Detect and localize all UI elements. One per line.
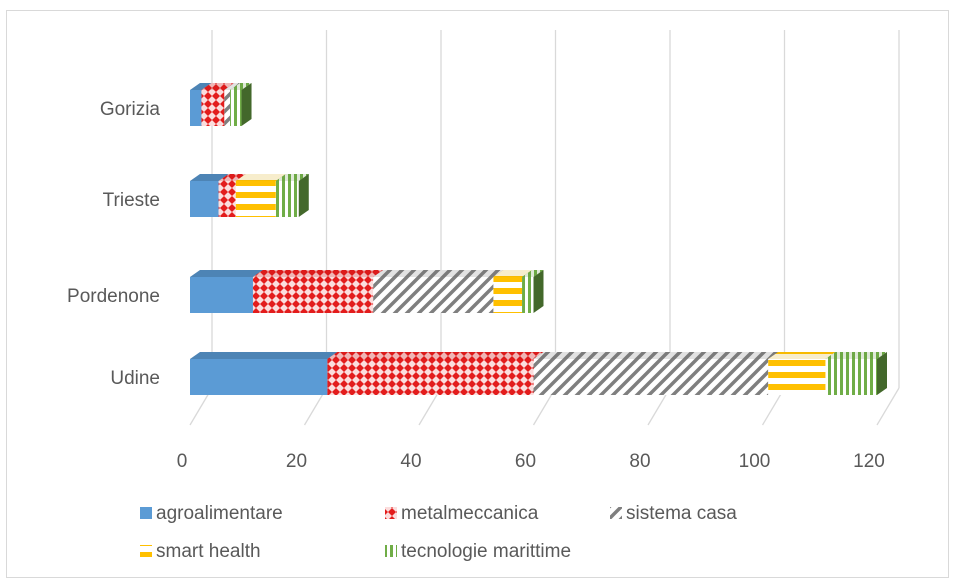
bars — [190, 83, 887, 395]
category-label-udine: Udine — [110, 368, 160, 389]
legend-swatch — [385, 507, 397, 519]
bar-pordenone-agroalimentare — [190, 270, 263, 313]
bar-side-pordenone — [533, 270, 544, 313]
x-tick-label-100: 100 — [739, 451, 771, 472]
legend: agroalimentare metalmeccanica sistema casa… — [140, 503, 737, 562]
bar-pordenone-sistema-casa — [373, 270, 504, 313]
legend-item-metalmeccanica: metalmeccanica — [385, 503, 539, 524]
legend-label: sistema casa — [626, 503, 737, 524]
legend-item-tecnologie-marittime: tecnologie marittime — [385, 541, 571, 562]
x-tick-label-0: 0 — [177, 451, 188, 472]
bar-udine-sistema-casa — [533, 352, 779, 395]
category-label-pordenone: Pordenone — [67, 286, 160, 307]
legend-label: agroalimentare — [156, 503, 283, 524]
legend-label: metalmeccanica — [401, 503, 539, 524]
bar-trieste-smart-health — [235, 174, 286, 217]
x-tick-label-120: 120 — [853, 451, 885, 472]
bar-gorizia-tecnologie-marittime — [230, 83, 252, 126]
legend-swatch — [385, 545, 397, 557]
legend-item-smart-health: smart health — [140, 541, 261, 562]
bar-pordenone-tecnologie-marittime — [522, 270, 544, 313]
bar-pordenone-smart-health — [493, 270, 533, 313]
floor-line-120 — [876, 387, 900, 426]
category-label-trieste: Trieste — [103, 190, 160, 211]
bar-trieste-agroalimentare — [190, 174, 229, 217]
axis-labels: Udine Pordenone Trieste Gorizia 0 20 40 60 80 100… — [67, 99, 885, 472]
legend-swatch — [610, 507, 622, 519]
bar-side-trieste — [298, 174, 309, 217]
legend-label: smart health — [156, 541, 261, 562]
bar-udine-tecnologie-marittime — [825, 352, 887, 395]
x-tick-label-60: 60 — [515, 451, 536, 472]
legend-swatch — [140, 545, 152, 557]
x-tick-label-20: 20 — [286, 451, 307, 472]
x-tick-label-80: 80 — [629, 451, 650, 472]
x-tick-label-40: 40 — [400, 451, 421, 472]
bar-pordenone-metalmeccanica — [252, 270, 384, 313]
category-label-gorizia: Gorizia — [100, 99, 161, 120]
bar-udine-metalmeccanica — [327, 352, 544, 395]
bar-side-gorizia — [241, 83, 252, 126]
legend-item-sistema-casa: sistema casa — [610, 503, 737, 524]
bar-udine-agroalimentare — [190, 352, 338, 395]
bar-udine-smart-health — [768, 352, 836, 395]
bar-gorizia-metalmeccanica — [201, 83, 235, 126]
bar-gorizia-sistema-casa — [224, 83, 241, 126]
bar-trieste-tecnologie-marittime — [275, 174, 309, 217]
bar-gorizia-agroalimentare — [190, 83, 212, 126]
legend-swatch — [140, 507, 152, 519]
legend-label: tecnologie marittime — [401, 541, 571, 562]
legend-item-agroalimentare: agroalimentare — [140, 503, 283, 524]
bar-trieste-metalmeccanica — [218, 174, 246, 217]
bar-side-udine — [877, 352, 887, 395]
